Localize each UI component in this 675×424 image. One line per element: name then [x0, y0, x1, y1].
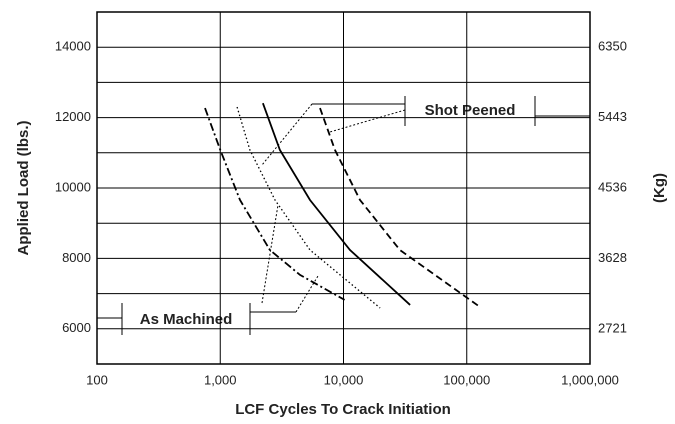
annotation: Shot Peened: [425, 102, 516, 119]
x-axis-label: LCF Cycles To Crack Initiation: [235, 401, 451, 418]
y2-tick-label: 5443: [598, 109, 627, 124]
y-tick-label: 12000: [55, 109, 91, 124]
x-tick-label: 10,000: [324, 372, 364, 387]
y-axis-label: Applied Load (lbs.): [15, 121, 32, 256]
x-tick-label: 1,000: [204, 372, 237, 387]
line-series: [204, 107, 346, 301]
y-tick-label: 6000: [62, 320, 91, 335]
line-series: [236, 106, 381, 309]
line-series: [262, 102, 411, 306]
annotation-shot-peened: [261, 96, 590, 166]
x-tick-label: 100,000: [443, 372, 490, 387]
annotation: As Machined: [140, 311, 233, 328]
x-tick-label: 1,000,000: [561, 372, 619, 387]
y-tick-label: 10000: [55, 179, 91, 194]
y2-tick-label: 3628: [598, 250, 627, 265]
x-tick-label: 100: [86, 372, 108, 387]
y2-axis-label: (Kg): [651, 173, 668, 203]
y-tick-label: 14000: [55, 39, 91, 54]
line-series: [319, 107, 481, 308]
y2-tick-label: 6350: [598, 39, 627, 54]
y2-tick-label: 4536: [598, 179, 627, 194]
y2-tick-label: 2721: [598, 320, 627, 335]
y-tick-label: 8000: [62, 250, 91, 265]
